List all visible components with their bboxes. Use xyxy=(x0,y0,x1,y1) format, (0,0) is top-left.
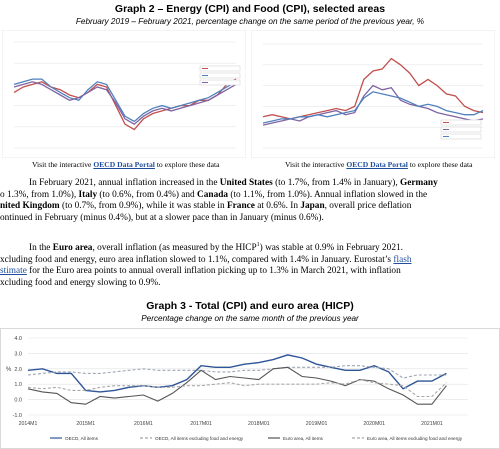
legend-entry xyxy=(199,72,241,79)
oecd-data-portal-link-right[interactable]: OECD Data Portal xyxy=(346,160,408,169)
legend-entry xyxy=(199,79,241,86)
series-line-1 xyxy=(262,84,484,126)
chart-frame xyxy=(2,30,246,158)
energy-food-chart-left xyxy=(2,30,246,158)
x-tick-label: 2014M1 xyxy=(19,421,38,427)
y-tick-label: 0.0 xyxy=(14,398,22,404)
right-chart-caption: Visit the interactive OECD Data Portal t… xyxy=(285,160,473,169)
x-tick-label: 2017M01 xyxy=(190,421,212,427)
y-tick-label: 1.0 xyxy=(14,382,22,388)
x-tick-label: 2018M01 xyxy=(248,421,270,427)
flash-estimate-link[interactable]: flash xyxy=(393,254,412,265)
graph2-subtitle: February 2019 – February 2021, percentag… xyxy=(75,17,425,26)
x-tick-label: 2020M01 xyxy=(363,421,385,427)
x-tick-label: 2016M1 xyxy=(134,421,153,427)
y-tick-label: 2.0 xyxy=(14,367,22,373)
flash-estimate-link-cont[interactable]: stimate xyxy=(0,266,27,277)
y-tick-label: -1.0 xyxy=(13,413,22,419)
x-tick-label: 2021M01 xyxy=(421,421,443,427)
x-tick-label: 2019M01 xyxy=(306,421,328,427)
legend-entry xyxy=(440,126,482,133)
series-line-2 xyxy=(13,81,237,125)
inflation-paragraph-2: In the Euro area, overall inflation (as … xyxy=(0,242,412,288)
series-line-0 xyxy=(27,354,447,393)
graph3-subtitle: Percentage change on the same month of t… xyxy=(141,314,359,323)
chart-frame xyxy=(0,328,500,449)
cpi-hicp-chart: 4.0 3.0 2.0 1.0 0.0 -1.0% 2014M1 2015M1 2016M1 20… xyxy=(0,328,500,449)
legend-entry xyxy=(199,65,241,72)
series-line-2 xyxy=(262,91,484,124)
legend-label: Euro area, All items excluding food and … xyxy=(367,436,463,441)
legend-label: OECD, All items excluding food and energ… xyxy=(155,436,244,441)
legend-label: OECD, All items xyxy=(65,436,99,441)
series-line-2 xyxy=(27,366,447,405)
series-line-3 xyxy=(27,379,447,398)
left-chart-caption: Visit the interactive OECD Data Portal t… xyxy=(32,160,220,169)
graph2-title: Graph 2 – Energy (CPI) and Food (CPI), s… xyxy=(114,3,386,15)
series-line-1 xyxy=(13,78,237,123)
y-unit-label: % xyxy=(6,367,12,373)
energy-food-chart-right xyxy=(251,30,495,158)
y-tick-label: 4.0 xyxy=(14,336,22,342)
inflation-paragraph-1: In February 2021, annual inflation incre… xyxy=(0,178,438,223)
oecd-data-portal-link-left[interactable]: OECD Data Portal xyxy=(93,160,155,169)
y-tick-label: 3.0 xyxy=(14,351,22,357)
legend-entry xyxy=(440,133,482,140)
graph3-title: Graph 3 - Total (CPI) and euro area (HIC… xyxy=(146,300,354,312)
x-tick-label: 2015M1 xyxy=(76,421,95,427)
legend-entry xyxy=(440,119,482,126)
legend-label: Euro area, All items xyxy=(283,436,324,441)
